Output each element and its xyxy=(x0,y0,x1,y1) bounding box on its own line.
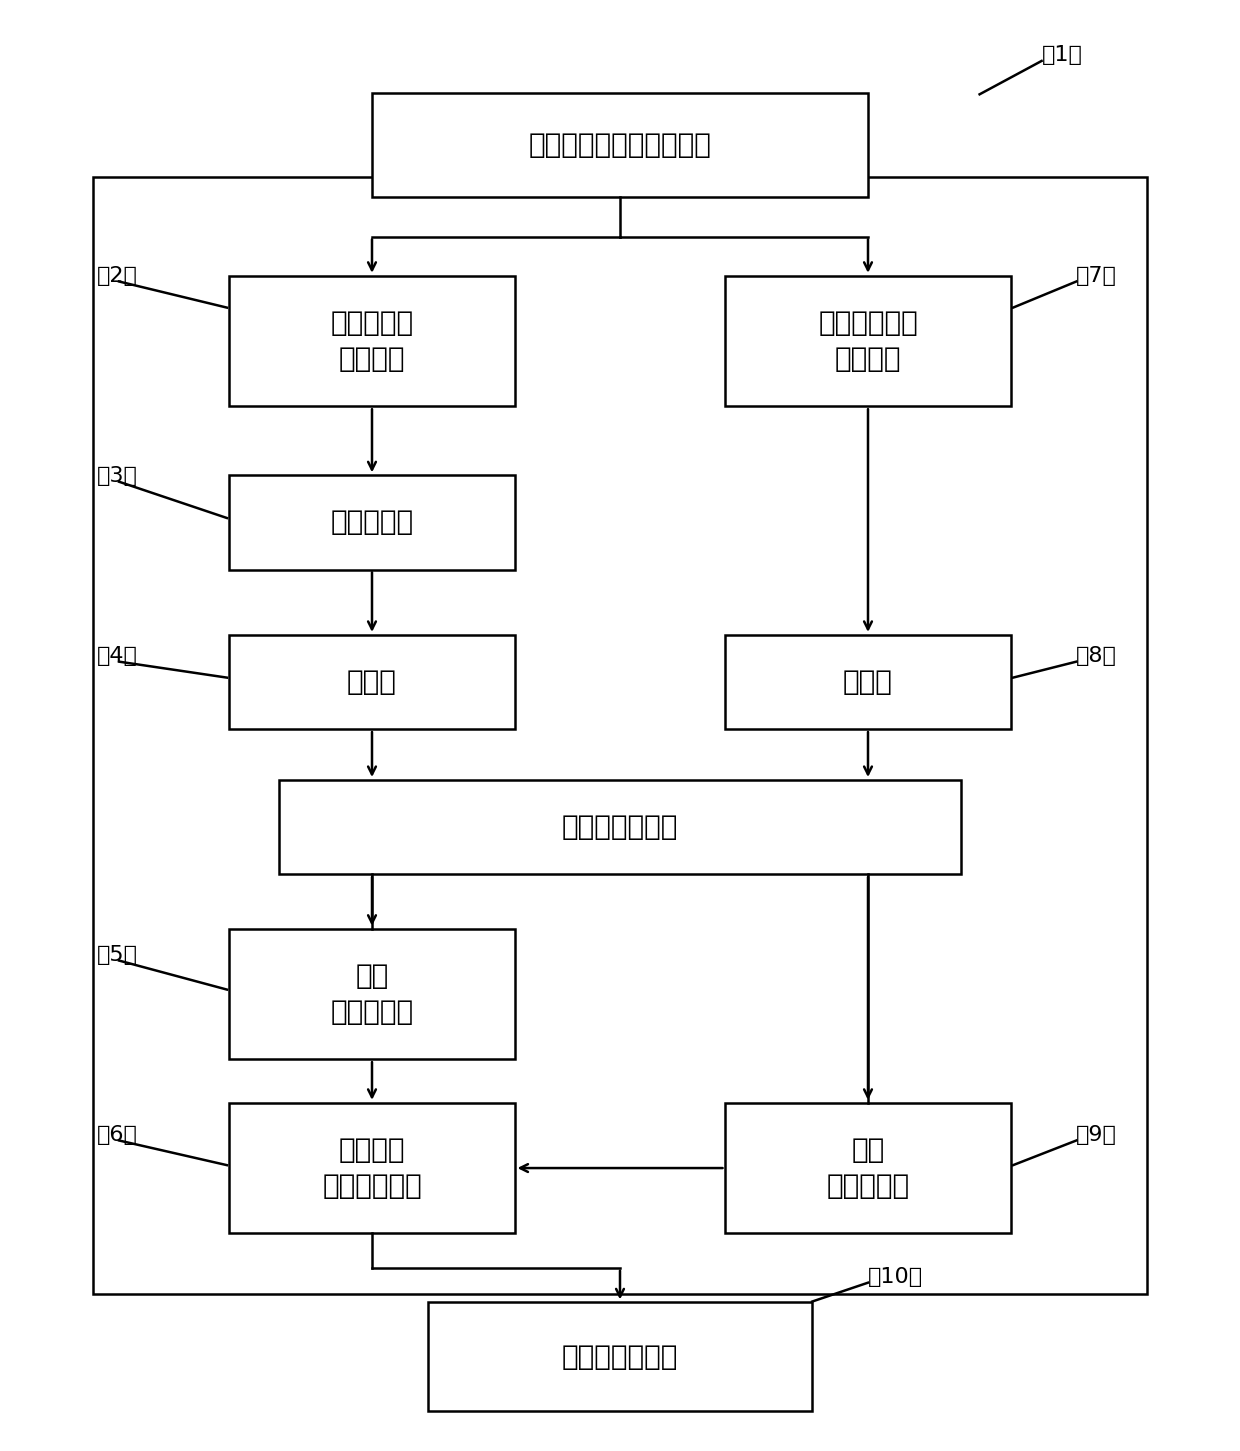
Text: 高能脉冲激光: 高能脉冲激光 xyxy=(818,309,918,337)
Text: （2）: （2） xyxy=(97,266,138,286)
Text: 时钟同步与延迟触发模块: 时钟同步与延迟触发模块 xyxy=(528,131,712,160)
Text: 光电探测器: 光电探测器 xyxy=(826,1172,910,1200)
Bar xyxy=(428,1303,812,1410)
Bar xyxy=(229,929,515,1059)
Text: 燃烧场同一截面: 燃烧场同一截面 xyxy=(562,813,678,842)
Text: （3）: （3） xyxy=(97,466,138,486)
Text: 控制与计算模块: 控制与计算模块 xyxy=(562,1342,678,1371)
Text: 面阵: 面阵 xyxy=(852,1136,884,1164)
Text: 高速多路: 高速多路 xyxy=(339,1136,405,1164)
Bar xyxy=(725,636,1011,728)
Text: 透镜组: 透镜组 xyxy=(347,667,397,696)
Text: （6）: （6） xyxy=(97,1125,138,1145)
Text: 发生模块: 发生模块 xyxy=(339,345,405,373)
Text: （1）: （1） xyxy=(1042,45,1083,65)
Text: （7）: （7） xyxy=(1076,266,1117,286)
Text: （5）: （5） xyxy=(97,945,138,965)
Text: 可调谐激光: 可调谐激光 xyxy=(330,309,414,337)
Text: 数据采集模块: 数据采集模块 xyxy=(322,1172,422,1200)
Bar xyxy=(229,1103,515,1233)
Bar xyxy=(229,474,515,569)
Text: 透镜组: 透镜组 xyxy=(843,667,893,696)
Bar xyxy=(229,636,515,728)
Text: （9）: （9） xyxy=(1076,1125,1117,1145)
Bar xyxy=(229,276,515,406)
Bar xyxy=(279,781,961,874)
Text: （4）: （4） xyxy=(97,646,138,666)
Text: （8）: （8） xyxy=(1076,646,1117,666)
Bar xyxy=(372,93,868,197)
Bar xyxy=(725,1103,1011,1233)
Text: 探测器阵列: 探测器阵列 xyxy=(330,998,414,1026)
Bar xyxy=(725,276,1011,406)
Text: （10）: （10） xyxy=(868,1267,923,1287)
Text: 光纤分束器: 光纤分束器 xyxy=(330,508,414,537)
Bar xyxy=(93,177,1147,1294)
Text: 光电: 光电 xyxy=(356,962,388,990)
Text: 发生模块: 发生模块 xyxy=(835,345,901,373)
